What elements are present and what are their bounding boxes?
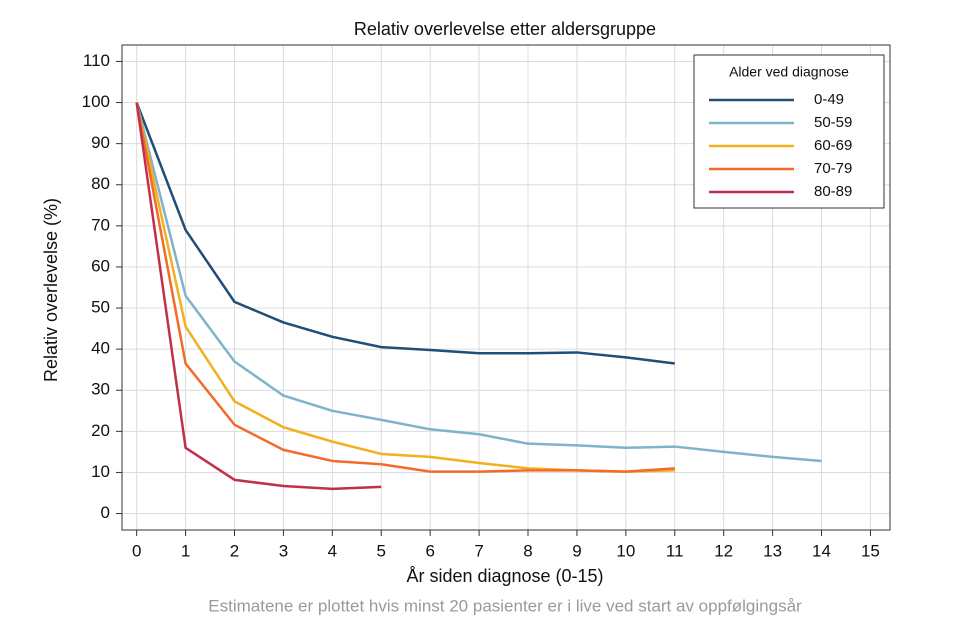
y-tick-label: 30	[91, 380, 110, 399]
series-line	[135, 102, 675, 473]
x-tick-label: 1	[181, 541, 190, 560]
series-line	[135, 102, 382, 491]
x-axis-label: År siden diagnose (0-15)	[406, 566, 603, 586]
x-tick-label: 3	[279, 541, 288, 560]
legend-title: Alder ved diagnose	[729, 64, 849, 80]
footnote: Estimatene er plottet hvis minst 20 pasi…	[208, 596, 802, 615]
x-tick-label: 12	[714, 541, 733, 560]
y-tick-label: 10	[91, 462, 110, 481]
y-axis-label: Relativ overlevelse (%)	[41, 198, 61, 382]
y-tick-label: 0	[101, 503, 110, 522]
legend-label: 0-49	[814, 91, 844, 108]
x-tick-label: 7	[474, 541, 483, 560]
x-tick-label: 10	[616, 541, 635, 560]
y-tick-label: 90	[91, 133, 110, 152]
x-tick-label: 2	[230, 541, 239, 560]
y-tick-label: 110	[83, 51, 110, 70]
series-line	[135, 102, 675, 473]
x-tick-label: 15	[861, 541, 880, 560]
legend-label: 50-59	[814, 114, 852, 131]
plot-frame	[121, 44, 891, 531]
y-tick-label: 80	[91, 174, 110, 193]
x-tick-label: 4	[328, 541, 337, 560]
x-tick-label: 14	[812, 541, 831, 560]
legend-label: 80-89	[814, 183, 852, 200]
legend-label: 70-79	[814, 160, 852, 177]
y-tick-label: 50	[91, 298, 110, 317]
x-tick-label: 0	[132, 541, 141, 560]
series-line	[135, 102, 675, 365]
y-tick-label: 70	[91, 215, 110, 234]
legend-box	[693, 54, 885, 209]
x-tick-label: 13	[763, 541, 782, 560]
legend: Alder ved diagnose 0-49 50-59 60-69 70-79 80-…	[693, 54, 885, 209]
x-tick-label: 8	[523, 541, 532, 560]
y-tick-label: 20	[91, 421, 110, 440]
x-tick-label: 5	[377, 541, 386, 560]
chart-title: Relativ overlevelse etter aldersgruppe	[354, 19, 656, 39]
series-line	[135, 102, 822, 463]
y-tick-label: 100	[82, 92, 110, 111]
y-tick-label: 40	[91, 339, 110, 358]
y-tick-label: 60	[91, 256, 110, 275]
x-tick-label: 9	[572, 541, 581, 560]
legend-label: 60-69	[814, 137, 852, 154]
x-tick-label: 11	[666, 541, 684, 560]
x-tick-label: 6	[425, 541, 434, 560]
